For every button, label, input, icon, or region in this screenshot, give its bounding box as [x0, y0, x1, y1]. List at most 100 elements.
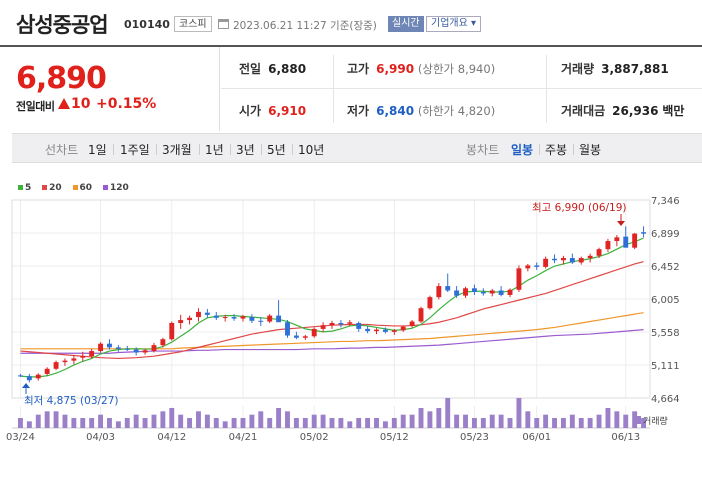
tab-monthly[interactable]: 월봉 [579, 143, 602, 157]
candle-body [454, 290, 460, 296]
volume-bar [374, 418, 379, 428]
volume-bar [578, 418, 584, 428]
y-tick-label: 7,346 [651, 196, 680, 207]
price-plot-frame [11, 199, 651, 399]
tab-separator [156, 144, 157, 155]
candle-body [338, 322, 344, 325]
candle-body [302, 336, 308, 338]
volume-bar [213, 418, 219, 428]
low-annotation: 최저 4,875 (03/27) [24, 395, 119, 407]
tab-5y[interactable]: 5년 [267, 143, 286, 157]
candle-body [53, 362, 59, 369]
volume-bar [71, 418, 77, 428]
candle-body [632, 233, 638, 248]
candle-body [160, 339, 166, 346]
candle-body [178, 320, 184, 323]
volume-bar [338, 418, 344, 428]
legend-ma5: 5 [18, 183, 31, 193]
candle-body [293, 335, 299, 338]
candle-body [285, 322, 290, 336]
tab-daily[interactable]: 일봉 [511, 143, 534, 157]
candle-body [107, 343, 112, 348]
volume-bar [480, 418, 486, 428]
volume-bar [231, 418, 237, 428]
candle-body [525, 265, 531, 269]
y-tick-label: 6,899 [651, 229, 680, 240]
header-divider [0, 45, 702, 47]
prev-close-label: 전일 [239, 62, 262, 76]
candle-body [26, 376, 32, 381]
candle-body [427, 297, 433, 309]
candle-body [382, 329, 388, 332]
volume-bar [552, 418, 557, 428]
info-divider [221, 88, 702, 89]
legend-ma120: 120 [102, 183, 129, 193]
y-tick-label: 6,005 [651, 295, 680, 306]
tab-10y[interactable]: 10년 [298, 143, 325, 157]
high-arrow-head [617, 221, 625, 226]
tab-separator [113, 144, 114, 155]
volume-bar [115, 421, 121, 428]
y-tick-label: 6,452 [651, 262, 680, 273]
amount-unit: 백만 [662, 104, 685, 118]
ma5-line [20, 237, 644, 378]
candle-body [534, 265, 540, 267]
change-label: 전일대비 [16, 100, 55, 113]
x-tick-label: 05/02 [300, 432, 329, 443]
candle-body [311, 328, 317, 337]
candle-body [400, 326, 406, 331]
tab-3m[interactable]: 3개월 [162, 143, 192, 157]
volume-bar [641, 418, 646, 428]
volume-bar [569, 414, 575, 428]
tab-3y[interactable]: 3년 [236, 143, 255, 157]
volume-label: 거래량 [643, 415, 668, 427]
candle-body [614, 237, 620, 242]
low-label: 저가 [347, 104, 370, 118]
volume-bar [605, 408, 611, 428]
volume-bar [178, 414, 184, 428]
volume-bar [400, 414, 406, 428]
y-tick-label: 4,664 [651, 394, 680, 405]
candle-body [516, 268, 522, 290]
legend-ma20: 20 [42, 183, 62, 193]
volume-legend-swatch [637, 416, 641, 424]
y-tick-label: 5,558 [651, 328, 680, 339]
realtime-button[interactable]: 실시간 [388, 16, 424, 32]
ma120-line [20, 329, 644, 354]
volume-bar [320, 414, 326, 428]
volume-bar [543, 414, 549, 428]
volume-bar [293, 418, 299, 428]
tab-1d[interactable]: 1일 [88, 143, 107, 157]
candle-body [498, 290, 504, 295]
candle-body [391, 330, 397, 332]
tab-weekly[interactable]: 주봉 [545, 143, 568, 157]
candle-body [267, 315, 273, 322]
volume-bar [445, 398, 451, 428]
candle-body [18, 375, 23, 377]
volume-bar [632, 411, 638, 428]
tab-1y[interactable]: 1년 [205, 143, 224, 157]
company-overview-button[interactable]: 기업개요 ▾ [426, 16, 481, 32]
volume-bar [623, 414, 629, 428]
volume-bar [614, 411, 620, 428]
volume-bar [107, 418, 112, 428]
volume-bar [142, 418, 148, 428]
volume-bar [534, 418, 540, 428]
low-price: 저가 6,840 (하한가 4,820) [347, 102, 495, 119]
candle-body [44, 368, 50, 374]
tab-1w[interactable]: 1주일 [120, 143, 150, 157]
volume-bar [498, 414, 504, 428]
volume-bar [587, 418, 593, 428]
volume-bar [169, 408, 175, 428]
candle-body [276, 315, 282, 323]
volume-bar [463, 414, 468, 428]
volume-bar [222, 421, 228, 428]
volume-bar [35, 414, 41, 428]
x-tick-label: 03/24 [6, 432, 35, 443]
candle-body [258, 320, 264, 322]
volume-bar [276, 408, 282, 428]
candle-body [560, 258, 566, 261]
candle-body [204, 312, 210, 315]
volume-bar [249, 414, 255, 428]
volume-bar [151, 414, 157, 428]
